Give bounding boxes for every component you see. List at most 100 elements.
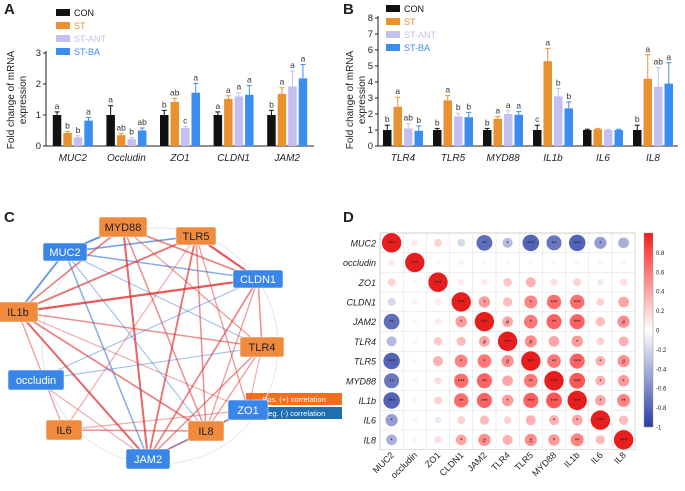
heatmap-cell bbox=[595, 356, 606, 367]
heatmap-cell bbox=[524, 433, 537, 446]
heatmap-cell bbox=[454, 354, 468, 368]
panel-b-bar bbox=[564, 108, 573, 146]
panel-b-sig-letter: ab bbox=[654, 57, 664, 67]
heatmap-cell bbox=[546, 294, 562, 310]
panel-a-bar bbox=[73, 137, 83, 146]
network-edge bbox=[17, 277, 259, 314]
panel-b-ytick-label: 8 bbox=[368, 13, 373, 24]
network-node bbox=[227, 399, 269, 421]
heatmap-cell bbox=[597, 279, 604, 286]
heatmap-star: *** bbox=[550, 300, 558, 306]
panel-a-sig-letter: b bbox=[76, 125, 81, 135]
heatmap-star: * bbox=[576, 419, 579, 425]
heatmap-star: * bbox=[530, 300, 533, 306]
heatmap-cell bbox=[527, 259, 534, 266]
colorbar-tick-label: -0.2 bbox=[656, 348, 667, 354]
heatmap-cell bbox=[571, 414, 583, 426]
heatmap-cell bbox=[479, 415, 490, 425]
network-node bbox=[125, 448, 171, 470]
panel-a-sig-letter: b bbox=[269, 99, 274, 109]
network-node-label: ZO1 bbox=[237, 405, 258, 417]
heatmap-star: ** bbox=[389, 379, 394, 385]
panel-a-sig-letter: a bbox=[86, 106, 91, 116]
heatmap-cell bbox=[381, 233, 402, 253]
heatmap-cell bbox=[476, 373, 492, 389]
panel-a-sig-letter: a bbox=[226, 85, 231, 95]
heatmap-col-label: MYD88 bbox=[530, 450, 558, 478]
panel-a-bar bbox=[298, 78, 308, 146]
panel-a-bar bbox=[160, 115, 169, 146]
network-node-label: JAM2 bbox=[134, 454, 162, 466]
heatmap-cell bbox=[524, 295, 538, 309]
colorbar-tick-label: -0.4 bbox=[656, 367, 667, 373]
heatmap-star: * bbox=[460, 320, 463, 326]
network-edge bbox=[195, 235, 207, 432]
panel-a-sig-letter: a bbox=[236, 82, 241, 92]
heatmap-cell bbox=[434, 396, 442, 405]
network-node-label: MUC2 bbox=[49, 247, 80, 259]
panel-a-ytick-label: 3 bbox=[36, 48, 41, 59]
heatmap-star: # bbox=[483, 340, 487, 346]
heatmap-cell bbox=[432, 356, 444, 367]
panel-a-legend-label: CON bbox=[74, 8, 94, 18]
heatmap-cell bbox=[411, 436, 418, 443]
heatmap-star: *** bbox=[527, 241, 535, 247]
heatmap-cell bbox=[548, 335, 560, 347]
heatmap-cell bbox=[502, 237, 513, 248]
network-edge bbox=[17, 311, 149, 460]
heatmap-cell bbox=[596, 337, 605, 346]
heatmap-star: *** bbox=[388, 399, 396, 405]
panel-a-sig-letter: a bbox=[108, 95, 113, 105]
heatmap-star: ** bbox=[552, 320, 557, 326]
heatmap-cell bbox=[503, 416, 512, 425]
heatmap-row-label: IL8 bbox=[363, 435, 376, 445]
heatmap-star: * bbox=[506, 241, 509, 247]
heatmap-cell bbox=[502, 434, 513, 445]
heatmap-cell bbox=[523, 373, 538, 388]
heatmap-row-label: TLR5 bbox=[354, 357, 377, 367]
panel-a-bar bbox=[213, 115, 223, 146]
panel-b-sig-letter: b bbox=[435, 117, 440, 127]
network-edge bbox=[205, 346, 263, 432]
panel-b-sig-letter: b bbox=[635, 114, 640, 124]
heatmap-star: * bbox=[553, 438, 556, 444]
panel-a-sig-letter: ab bbox=[116, 123, 126, 133]
panel-a-sig-letter: b bbox=[65, 120, 70, 130]
panel-a-bar bbox=[234, 96, 244, 146]
network-node bbox=[7, 369, 65, 391]
panel-b-bar bbox=[454, 116, 463, 146]
heatmap-cell bbox=[458, 259, 465, 266]
network-edge bbox=[205, 278, 259, 432]
heatmap-cell bbox=[434, 238, 442, 247]
panel-a-bar bbox=[137, 130, 147, 146]
panel-a-category-label: MUC2 bbox=[59, 153, 88, 164]
heatmap-cell bbox=[451, 292, 471, 312]
heatmap-cell bbox=[521, 351, 541, 371]
heatmap-cell bbox=[433, 337, 443, 346]
heatmap-star: *** bbox=[481, 320, 489, 326]
panel-b-legend-label: ST-BA bbox=[404, 43, 430, 53]
panel-b-legend-label: ST bbox=[404, 17, 416, 27]
panel-a-bar bbox=[181, 128, 190, 146]
heatmap-cell bbox=[567, 390, 587, 411]
heatmap-cell bbox=[481, 259, 488, 266]
heatmap-cell bbox=[617, 375, 630, 387]
heatmap-cell bbox=[597, 259, 604, 266]
heatmap-cell bbox=[457, 238, 466, 247]
panel-a-bar bbox=[116, 135, 126, 146]
heatmap-star: *** bbox=[458, 300, 466, 306]
network-edge bbox=[17, 311, 263, 348]
panel-b-legend-swatch bbox=[386, 31, 400, 38]
panel-b-ylabel-line1: Fold change of mRNA bbox=[345, 50, 356, 149]
heatmap-star: *** bbox=[550, 399, 558, 405]
panel-b-bar bbox=[554, 96, 563, 146]
heatmap-cell bbox=[522, 234, 540, 252]
network-edge bbox=[35, 278, 259, 381]
panel-b-bar bbox=[483, 130, 492, 146]
heatmap-star: *** bbox=[620, 438, 628, 444]
panel-b-sig-letter: a bbox=[645, 44, 650, 54]
heatmap-cell bbox=[434, 298, 442, 306]
panel-b-legend-label: CON bbox=[404, 4, 424, 14]
heatmap-col-label: ZO1 bbox=[423, 450, 442, 469]
heatmap-cell bbox=[405, 252, 425, 273]
